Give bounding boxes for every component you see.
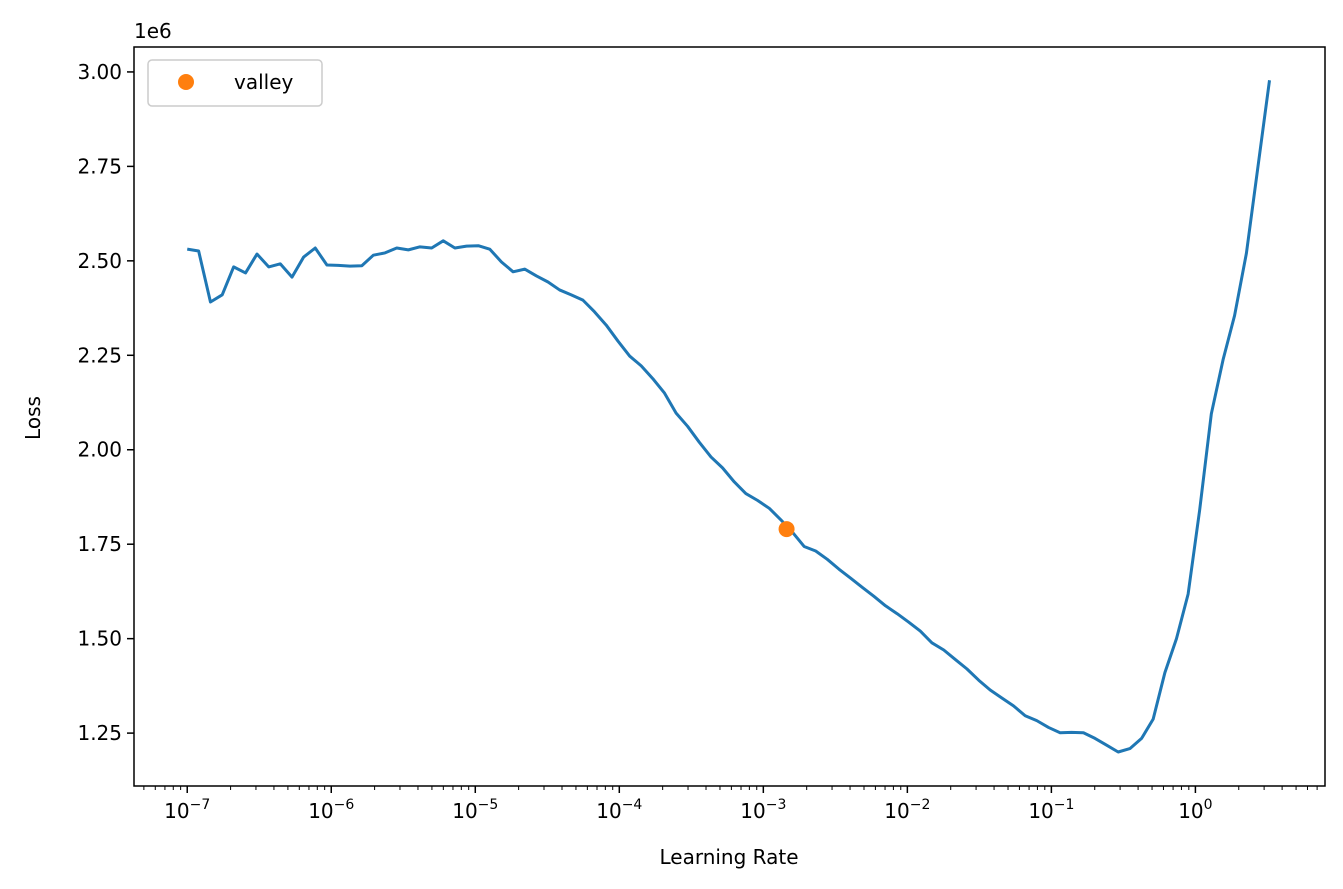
- x-tick-base: 10: [1178, 799, 1203, 823]
- y-tick-label: 1.50: [77, 627, 122, 651]
- x-tick-base: 10: [740, 799, 765, 823]
- y-tick-label: 1.75: [77, 532, 122, 556]
- x-tick-exponent: −6: [334, 797, 355, 813]
- y-tick-label: 2.25: [77, 343, 122, 367]
- loss-line: [186, 80, 1271, 754]
- legend-box: [147, 59, 323, 107]
- y-offset-label: 1e6: [134, 19, 172, 43]
- x-tick-label: 10−6: [308, 797, 354, 823]
- x-tick-exponent: −4: [622, 797, 643, 813]
- plot-frame: [133, 46, 1326, 787]
- y-axis-label: Loss: [21, 396, 45, 440]
- x-tick-base: 10: [452, 799, 477, 823]
- x-tick-exponent: −7: [190, 797, 211, 813]
- x-tick-label: 10−3: [740, 797, 786, 823]
- x-tick-label: 10−2: [884, 797, 930, 823]
- x-tick-exponent: −2: [910, 797, 931, 813]
- x-tick-exponent: 0: [1204, 797, 1213, 813]
- x-tick-exponent: −1: [1054, 797, 1075, 813]
- x-tick-base: 10: [596, 799, 621, 823]
- y-tick-label: 2.50: [77, 249, 122, 273]
- x-tick-label: 10−1: [1028, 797, 1074, 823]
- legend-label: valley: [234, 70, 294, 94]
- x-tick-label: 100: [1178, 797, 1212, 823]
- x-tick-label: 10−7: [164, 797, 210, 823]
- x-tick-exponent: −3: [766, 797, 787, 813]
- y-tick-label: 3.00: [77, 60, 122, 84]
- x-tick-label: 10−4: [596, 797, 642, 823]
- x-tick-base: 10: [164, 799, 189, 823]
- y-tick-label: 2.00: [77, 438, 122, 462]
- x-axis-label: Learning Rate: [659, 845, 798, 869]
- x-tick-exponent: −5: [478, 797, 499, 813]
- x-tick-base: 10: [308, 799, 333, 823]
- x-tick-base: 10: [884, 799, 909, 823]
- x-tick-label: 10−5: [452, 797, 498, 823]
- y-tick-label: 1.25: [77, 721, 122, 745]
- x-tick-base: 10: [1028, 799, 1053, 823]
- y-tick-label: 2.75: [77, 154, 122, 178]
- legend-marker: [178, 74, 194, 90]
- valley-point: [778, 521, 795, 538]
